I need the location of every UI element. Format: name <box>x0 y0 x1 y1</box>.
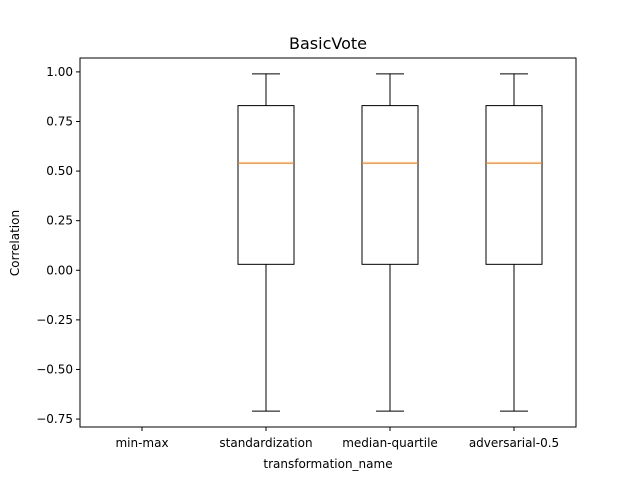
plot-area <box>237 73 543 412</box>
x-tick-label: standardization <box>219 436 312 450</box>
box-median-quartile <box>361 73 419 412</box>
y-tick-label: −0.75 <box>36 412 73 426</box>
y-axis: 1.00 0.75 0.50 0.25 0.00 −0.25 −0.50 −0.75 <box>36 65 80 426</box>
x-axis-label: transformation_name <box>263 457 392 471</box>
box-adversarial-0.5 <box>485 73 543 412</box>
x-axis: min-max standardization median-quartile adv… <box>115 427 559 450</box>
y-tick-label: −0.25 <box>36 313 73 327</box>
x-tick-label: median-quartile <box>342 436 438 450</box>
axes-frame <box>79 57 577 428</box>
y-tick-label: 0.75 <box>46 114 73 128</box>
x-tick-label: adversarial-0.5 <box>469 436 559 450</box>
box-standardization <box>237 73 295 412</box>
iqr-box <box>485 105 543 265</box>
x-tick-label: min-max <box>115 436 168 450</box>
chart-title: BasicVote <box>289 34 367 53</box>
y-tick-label: 0.50 <box>46 164 73 178</box>
y-tick-label: 0.00 <box>46 263 73 277</box>
y-tick-label: 1.00 <box>46 65 73 79</box>
iqr-box <box>237 105 295 265</box>
y-tick-label: 0.25 <box>46 214 73 228</box>
y-axis-label: Correlation <box>8 210 22 276</box>
iqr-box <box>361 105 419 265</box>
y-tick-label: −0.50 <box>36 362 73 376</box>
